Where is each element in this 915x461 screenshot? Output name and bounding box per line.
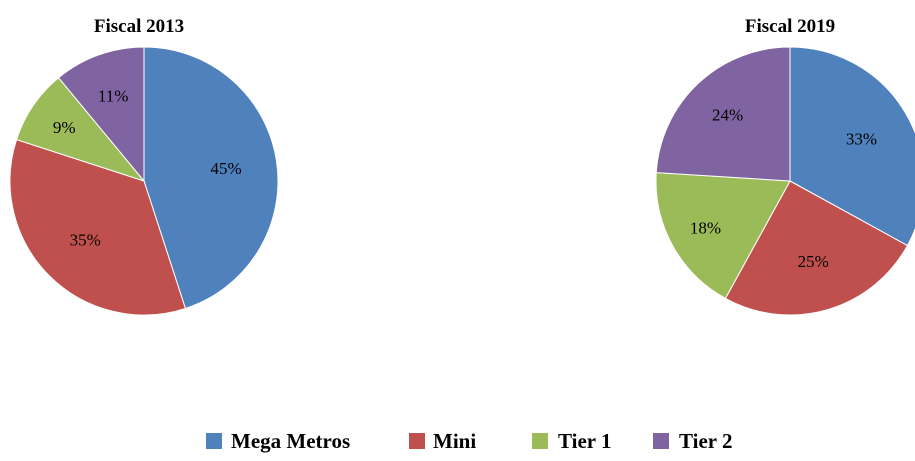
pie-fiscal-2013: 45% 35% 9% 11%: [9, 46, 279, 316]
legend: Mega Metros Mini Tier 1 Tier 2: [206, 429, 732, 453]
pie-fiscal-2019: 33% 25% 18% 24%: [655, 46, 915, 316]
pie-slice-mega-metros: [143, 46, 279, 310]
slice-label-tier-1: 18%: [690, 218, 721, 237]
chart-title-2013: Fiscal 2013: [94, 16, 184, 37]
slice-label-tier-2: 11%: [98, 86, 129, 105]
legend-label-tier-1: Tier 1: [558, 429, 611, 453]
pie-slice-tier-1: [655, 172, 791, 300]
legend-label-mega-metros: Mega Metros: [231, 429, 350, 453]
slice-label-mega-metros: 45%: [210, 159, 241, 178]
legend-label-mini: Mini: [433, 429, 476, 453]
pie-slice-mega-metros: [789, 46, 915, 247]
pie-slice-tier-2: [655, 46, 791, 182]
legend-swatch-mega-metros: [206, 433, 222, 449]
slice-label-tier-2: 24%: [712, 106, 743, 125]
legend-swatch-tier-2: [653, 433, 669, 449]
slice-label-mini: 25%: [798, 252, 829, 271]
slice-label-tier-1: 9%: [53, 118, 76, 137]
slice-label-mini: 35%: [70, 231, 101, 250]
legend-swatch-tier-1: [532, 433, 548, 449]
legend-swatch-mini: [409, 433, 425, 449]
pie-slice-mini: [9, 138, 187, 316]
legend-label-tier-2: Tier 2: [679, 429, 732, 453]
pie-slice-mini: [724, 180, 909, 316]
pie-slice-tier-2: [57, 46, 145, 183]
chart-title-2019: Fiscal 2019: [745, 16, 835, 37]
slice-label-mega-metros: 33%: [846, 130, 877, 149]
